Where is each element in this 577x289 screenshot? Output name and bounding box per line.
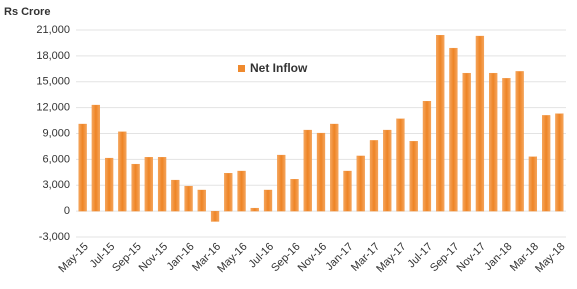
legend-label: Net Inflow xyxy=(250,61,308,75)
bar xyxy=(343,170,352,212)
x-tick-label: Nov-15 xyxy=(137,241,171,275)
x-tick-label: Nov-16 xyxy=(296,241,330,275)
legend-swatch xyxy=(238,65,245,72)
bar xyxy=(210,210,220,222)
y-tick-label: 6,000 xyxy=(42,153,70,165)
bar xyxy=(263,189,273,212)
bar xyxy=(409,141,418,212)
bar xyxy=(91,104,100,212)
bar xyxy=(330,123,339,212)
bar xyxy=(489,72,498,212)
bar xyxy=(237,170,246,212)
y-axis-title: Rs Crore xyxy=(4,6,50,18)
bar xyxy=(224,173,233,212)
x-tick-label: Nov-17 xyxy=(455,241,489,275)
bar xyxy=(184,185,193,212)
bar xyxy=(356,155,365,212)
bar xyxy=(542,115,551,212)
y-tick-label: 18,000 xyxy=(36,50,70,62)
bar xyxy=(197,189,206,212)
bar xyxy=(144,157,153,212)
x-tick-label: May-18 xyxy=(533,241,567,275)
bar xyxy=(277,154,286,212)
bar xyxy=(396,118,405,212)
bar xyxy=(528,156,538,212)
bar xyxy=(502,78,511,212)
bar xyxy=(303,129,312,212)
bar xyxy=(316,132,326,212)
y-tick-label: 3,000 xyxy=(42,179,70,191)
bar xyxy=(78,123,87,212)
bar xyxy=(383,129,392,212)
bar xyxy=(118,131,127,212)
bar xyxy=(436,35,445,212)
bar xyxy=(515,71,524,212)
x-tick-label: May-16 xyxy=(215,241,249,275)
bar xyxy=(104,157,114,212)
y-tick-label: 15,000 xyxy=(36,76,70,88)
x-tick-label: Sep-15 xyxy=(110,241,144,275)
bar xyxy=(422,101,432,212)
y-tick-label: 0 xyxy=(64,205,70,217)
bar xyxy=(462,72,471,212)
bar xyxy=(157,157,167,212)
y-tick-label: 12,000 xyxy=(36,102,70,114)
bar xyxy=(171,179,180,212)
y-tick-label: -3,000 xyxy=(39,231,70,243)
bar xyxy=(369,140,379,212)
x-tick-label: May-17 xyxy=(374,241,408,275)
bar xyxy=(555,113,564,212)
y-tick-label: 9,000 xyxy=(42,127,70,139)
bar xyxy=(131,163,140,212)
bar xyxy=(290,179,299,212)
bar xyxy=(250,207,259,212)
bar xyxy=(475,35,485,212)
x-tick-label: Sep-17 xyxy=(428,241,462,275)
x-tick-label: Sep-16 xyxy=(269,241,303,275)
y-tick-label: 21,000 xyxy=(36,24,70,36)
bar xyxy=(449,47,458,212)
x-tick-label: May-15 xyxy=(56,241,90,275)
